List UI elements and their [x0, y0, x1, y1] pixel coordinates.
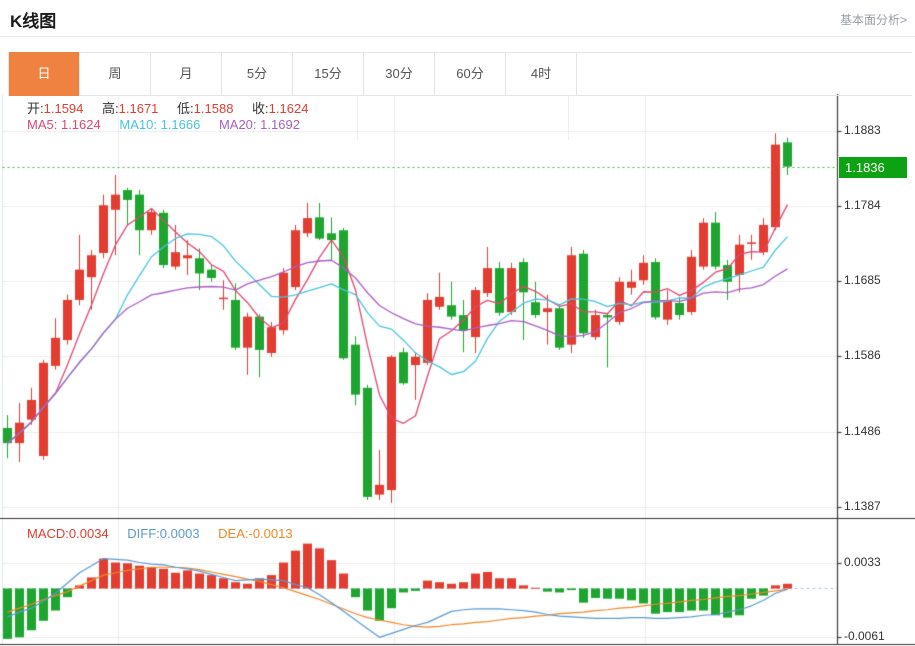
tab-day[interactable]: 日: [9, 52, 80, 96]
ma20-value: 1.1692: [260, 117, 300, 132]
macd-axis-tick-label: -0.0061: [844, 628, 885, 643]
price-axis-tick-label: 1.1883: [844, 123, 881, 137]
close-label: 收:: [252, 101, 269, 116]
price-axis-tick-label: 1.1784: [844, 198, 881, 212]
ma20-label: MA20:: [218, 117, 257, 132]
macd-readout: MACD:0.0034 DIFF:0.0003 DEA:-0.0013: [27, 526, 293, 541]
ma10-value: 1.1666: [160, 117, 201, 132]
macd-value: 0.0034: [68, 526, 109, 541]
tab-60min[interactable]: 60分: [435, 53, 506, 95]
macd-axis-tick-label: 0.0033: [844, 554, 881, 569]
price-axis-tick-label: 1.1387: [844, 498, 881, 513]
tab-4hour[interactable]: 4时: [506, 53, 577, 95]
ma10-label: MA10:: [119, 117, 157, 132]
diff-value: 0.0003: [159, 526, 200, 541]
high-label: 高:: [102, 101, 119, 116]
price-axis-tick-label: 1.1586: [844, 348, 881, 362]
period-tab-bar: 日 周 月 5分 15分 30分 60分 4时: [8, 52, 912, 96]
open-label: 开:: [27, 101, 44, 116]
tab-month[interactable]: 月: [151, 53, 222, 95]
tab-15min[interactable]: 15分: [293, 53, 364, 95]
ma5-value: 1.1624: [60, 117, 101, 132]
price-axis-tick-label: 1.1486: [844, 423, 881, 438]
tab-30min[interactable]: 30分: [364, 53, 435, 95]
ohlc-readout: 开:1.1594 高:1.1671 低:1.1588 收:1.1624: [27, 98, 308, 117]
low-value: 1.1588: [193, 101, 234, 116]
tab-week[interactable]: 周: [80, 53, 151, 95]
ma5-label: MA5:: [27, 117, 58, 132]
page-title: K线图: [10, 12, 57, 31]
dea-label: DEA:: [218, 526, 249, 541]
header-cell-border: [357, 94, 358, 140]
price-axis-tick-label: 1.1685: [844, 273, 881, 287]
fundamental-analysis-link[interactable]: 基本面分析>: [839, 13, 907, 27]
tab-5min[interactable]: 5分: [222, 53, 293, 95]
latest-price-badge: 1.1836: [839, 157, 907, 178]
header-divider: [0, 36, 915, 37]
diff-label: DIFF:: [127, 526, 160, 541]
macd-label: MACD:: [27, 526, 69, 541]
high-value: 1.1671: [118, 101, 159, 116]
low-label: 低:: [177, 101, 194, 116]
close-value: 1.1624: [268, 101, 309, 116]
ma-readout: MA5: 1.1624 MA10: 1.1666 MA20: 1.1692: [27, 117, 300, 132]
header-cell-border: [568, 94, 569, 140]
open-value: 1.1594: [43, 101, 84, 116]
dea-value: -0.0013: [248, 526, 293, 541]
